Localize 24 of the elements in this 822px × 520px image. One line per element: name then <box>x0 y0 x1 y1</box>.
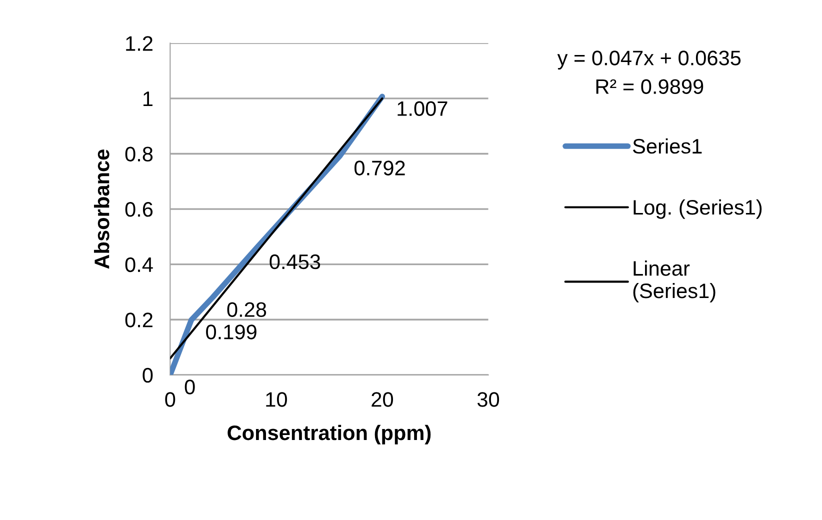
text: R² = 0.9899 <box>596 79 704 94</box>
x-axis-title: Consentration (ppm) <box>228 424 431 444</box>
data-label: 0.792 <box>354 160 405 176</box>
y-tick-label: 0.2 <box>125 312 152 328</box>
y-tick-label: 0 <box>142 368 153 383</box>
y-tick-label: 0.4 <box>125 257 153 272</box>
y-tick-label: 0.6 <box>125 202 153 217</box>
text: y = 0.047x + 0.0635 <box>557 50 741 70</box>
data-label: 0.199 <box>206 324 256 340</box>
x-tick-label: 30 <box>477 392 500 407</box>
y-axis-title: Absorbance <box>94 150 110 269</box>
data-label: 1.007 <box>398 101 448 116</box>
y-tick-label: 0.8 <box>125 146 153 162</box>
y-tick-label: 1.2 <box>126 36 152 51</box>
x-tick-label: 20 <box>372 392 394 407</box>
data-label: 0.28 <box>227 302 266 317</box>
data-label: 0 <box>184 380 195 394</box>
data-label: 0.453 <box>270 254 320 270</box>
legend-label: Series1 <box>632 138 702 154</box>
x-tick-label: 0 <box>165 392 176 407</box>
x-tick-label: 10 <box>266 392 287 407</box>
y-tick-label: 1 <box>143 92 152 106</box>
legend-label: Log. (Series1) <box>634 199 762 219</box>
legend-label: Linear (Series1) <box>633 260 716 302</box>
